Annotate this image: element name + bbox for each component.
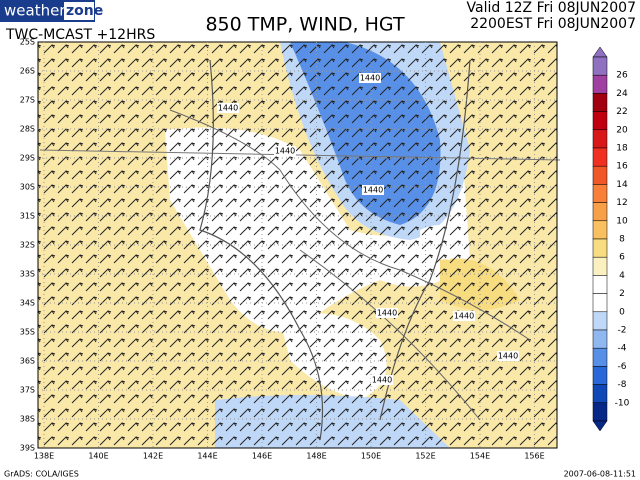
contour-label: 1440 [372,376,392,385]
lat-label: 25S [20,38,35,47]
lat-label: 34S [20,299,35,308]
colorbar-label: 14 [616,180,628,190]
lat-label: 26S [20,67,35,76]
lat-label: 39S [20,444,35,453]
lon-label: 142E [143,452,163,461]
lat-label: 28S [20,125,35,134]
lat-label: 37S [20,386,35,395]
colorbar-label: 20 [616,125,628,135]
subtitle: TWC-MCAST +12HRS [5,27,155,43]
credit: GrADS: COLA/IGES [4,470,79,479]
lon-label: 140E [88,452,108,461]
colorbar-label: -6 [618,362,627,372]
colorbar-label: -8 [618,380,627,390]
colorbar-segment [592,402,608,422]
contour-label-bg [362,185,384,195]
lat-label: 35S [20,328,35,337]
colorbar-segment [592,238,608,258]
contour-label-bg [371,375,393,385]
colorbar-label: 18 [616,144,628,154]
lon-label: 154E [470,452,490,461]
colorbar-segment [592,56,608,76]
lon-label: 146E [252,452,272,461]
lon-label: 150E [361,452,381,461]
colorbar-label: 22 [616,107,627,117]
contour-label: 1440 [363,186,383,195]
lon-label: 138E [34,452,54,461]
colorbar-label: 10 [616,216,628,226]
colorbar-segment [592,293,608,313]
lat-label: 36S [20,357,35,366]
colorbar-label: 8 [619,235,625,245]
colorbar-segment [592,202,608,222]
colorbar-segment [592,165,608,185]
lat-label: 32S [20,241,35,250]
colorbar-label: -2 [618,326,627,336]
colorbar-segment [592,384,608,404]
colorbar-label: 0 [619,307,625,317]
lon-label: 144E [197,452,217,461]
colorbar-label: 12 [616,198,627,208]
colorbar-label: 24 [616,89,628,99]
logo-left: weather [4,2,66,20]
title: 850 TMP, WIND, HGT [205,14,404,36]
lat-label: 27S [20,96,35,105]
contour-label: 1440 [498,352,518,361]
colorbar-label: 4 [619,271,625,281]
colorbar-label: 16 [616,162,628,172]
contour-label-bg [497,351,519,361]
colorbar-segment [592,93,608,112]
valid-utc: Valid 12Z Fri 08JUN2007 [467,0,636,16]
colorbar-segment [592,347,608,367]
colorbar-label: 26 [616,71,628,81]
colorbar-segment [592,256,608,276]
lon-label: 156E [524,452,544,461]
lon-label: 148E [306,452,326,461]
contour-label: 1440 [275,147,295,156]
contour-label: 1440 [360,74,380,83]
colorbar-label: 2 [619,289,625,299]
colorbar-segment [592,184,608,203]
colorbar-segment [592,329,608,349]
contour-label: 1440 [454,312,474,321]
colorbar-segment [592,147,608,167]
colorbar-segment [592,111,608,131]
colorbar-segment [592,275,608,294]
logo-box [64,2,94,20]
contour-label-bg [359,73,381,83]
colorbar-label: 6 [619,253,625,263]
contour-label-bg [453,311,475,321]
colorbar-segment [592,366,608,385]
contour-label-bg [217,103,239,113]
contour-label-bg [376,308,398,318]
lat-label: 31S [20,212,35,221]
lat-label: 33S [20,270,35,279]
colorbar-label: -10 [615,398,630,408]
map [37,41,561,449]
valid-local: 2200EST Fri 08JUN2007 [470,16,636,32]
timestamp: 2007-06-08-11:51 [564,470,636,479]
colorbar-segment [592,220,608,240]
colorbar-label: -4 [618,344,627,354]
colorbar-segment [592,74,608,94]
contour-label: 1440 [377,309,397,318]
lat-label: 29S [20,154,35,163]
lon-label: 152E [415,452,435,461]
contour-label: 1440 [218,104,238,113]
colorbar-segment [592,129,608,149]
lat-label: 30S [20,183,35,192]
colorbar-cap [592,46,608,58]
lat-label: 38S [20,415,35,424]
colorbar-segment [592,311,608,331]
colorbar-cap [592,420,608,432]
logo-right: zone [66,3,103,19]
contour-label-bg [274,146,296,156]
